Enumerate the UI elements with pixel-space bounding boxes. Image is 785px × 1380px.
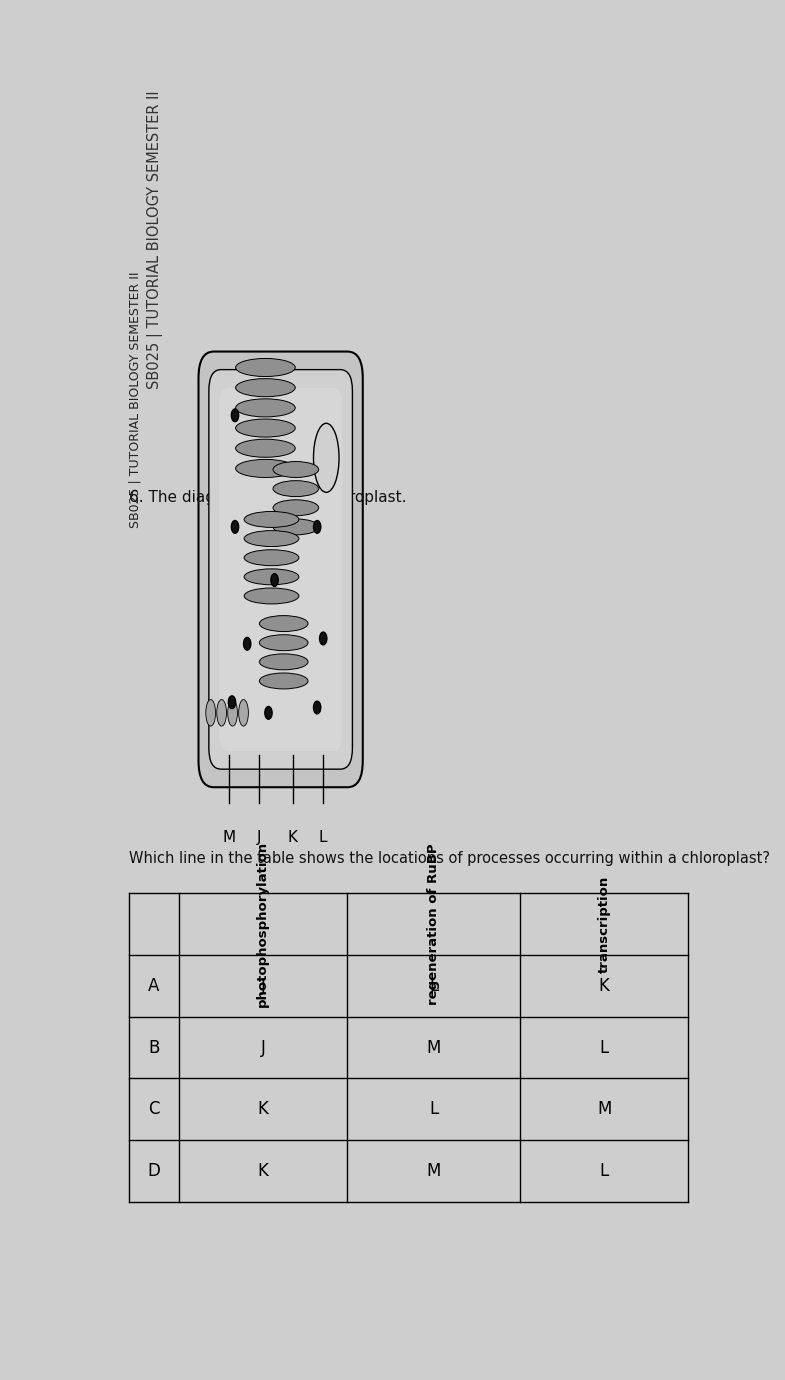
Circle shape — [232, 520, 239, 533]
Ellipse shape — [244, 569, 299, 585]
Circle shape — [319, 632, 327, 644]
Text: B: B — [148, 1039, 159, 1057]
Ellipse shape — [228, 700, 237, 726]
Ellipse shape — [259, 673, 308, 689]
Text: SB025 | TUTORIAL BIOLOGY SEMESTER II: SB025 | TUTORIAL BIOLOGY SEMESTER II — [128, 272, 141, 529]
Ellipse shape — [313, 424, 339, 493]
Text: Which line in the table shows the locations of processes occurring within a chlo: Which line in the table shows the locati… — [129, 851, 769, 867]
Text: L: L — [429, 1100, 438, 1118]
Ellipse shape — [273, 519, 319, 535]
Circle shape — [232, 408, 239, 422]
Text: M: M — [426, 1162, 440, 1180]
Text: L: L — [429, 977, 438, 995]
Circle shape — [243, 638, 251, 650]
Text: M: M — [426, 1039, 440, 1057]
Circle shape — [228, 696, 235, 708]
Ellipse shape — [244, 530, 299, 546]
Text: K: K — [257, 1100, 268, 1118]
FancyBboxPatch shape — [209, 370, 352, 769]
Text: transcription: transcription — [598, 876, 611, 973]
Ellipse shape — [244, 549, 299, 566]
Text: SB025 | TUTORIAL BIOLOGY SEMESTER II: SB025 | TUTORIAL BIOLOGY SEMESTER II — [147, 91, 162, 389]
Text: J: J — [257, 829, 261, 845]
Text: L: L — [319, 829, 327, 845]
Ellipse shape — [236, 378, 295, 396]
Text: regeneration of RuBP: regeneration of RuBP — [427, 843, 440, 1005]
Text: J: J — [261, 977, 265, 995]
Ellipse shape — [239, 700, 248, 726]
Ellipse shape — [236, 439, 295, 457]
Ellipse shape — [236, 460, 295, 477]
Ellipse shape — [259, 635, 308, 651]
Ellipse shape — [273, 480, 319, 497]
Text: photophosphorylation: photophosphorylation — [257, 842, 269, 1007]
Text: M: M — [222, 829, 235, 845]
Ellipse shape — [236, 399, 295, 417]
Text: A: A — [148, 977, 159, 995]
Text: K: K — [288, 829, 298, 845]
Ellipse shape — [217, 700, 227, 726]
Text: L: L — [600, 1039, 609, 1057]
Text: K: K — [599, 977, 610, 995]
FancyBboxPatch shape — [219, 388, 342, 751]
Text: J: J — [261, 1039, 265, 1057]
Ellipse shape — [273, 461, 319, 477]
Ellipse shape — [206, 700, 216, 726]
Ellipse shape — [244, 588, 299, 604]
Ellipse shape — [273, 500, 319, 516]
Text: C: C — [148, 1100, 159, 1118]
Text: M: M — [597, 1100, 612, 1118]
Text: K: K — [257, 1162, 268, 1180]
Ellipse shape — [236, 359, 295, 377]
Text: D: D — [148, 1162, 160, 1180]
Text: L: L — [600, 1162, 609, 1180]
Circle shape — [271, 574, 278, 586]
Text: 6. The diagram shows a chloroplast.: 6. The diagram shows a chloroplast. — [129, 490, 406, 505]
Circle shape — [313, 520, 321, 533]
Ellipse shape — [236, 420, 295, 437]
Ellipse shape — [244, 512, 299, 527]
FancyBboxPatch shape — [199, 352, 363, 787]
Ellipse shape — [259, 615, 308, 632]
Circle shape — [313, 701, 321, 713]
Ellipse shape — [259, 654, 308, 669]
Circle shape — [265, 707, 272, 719]
